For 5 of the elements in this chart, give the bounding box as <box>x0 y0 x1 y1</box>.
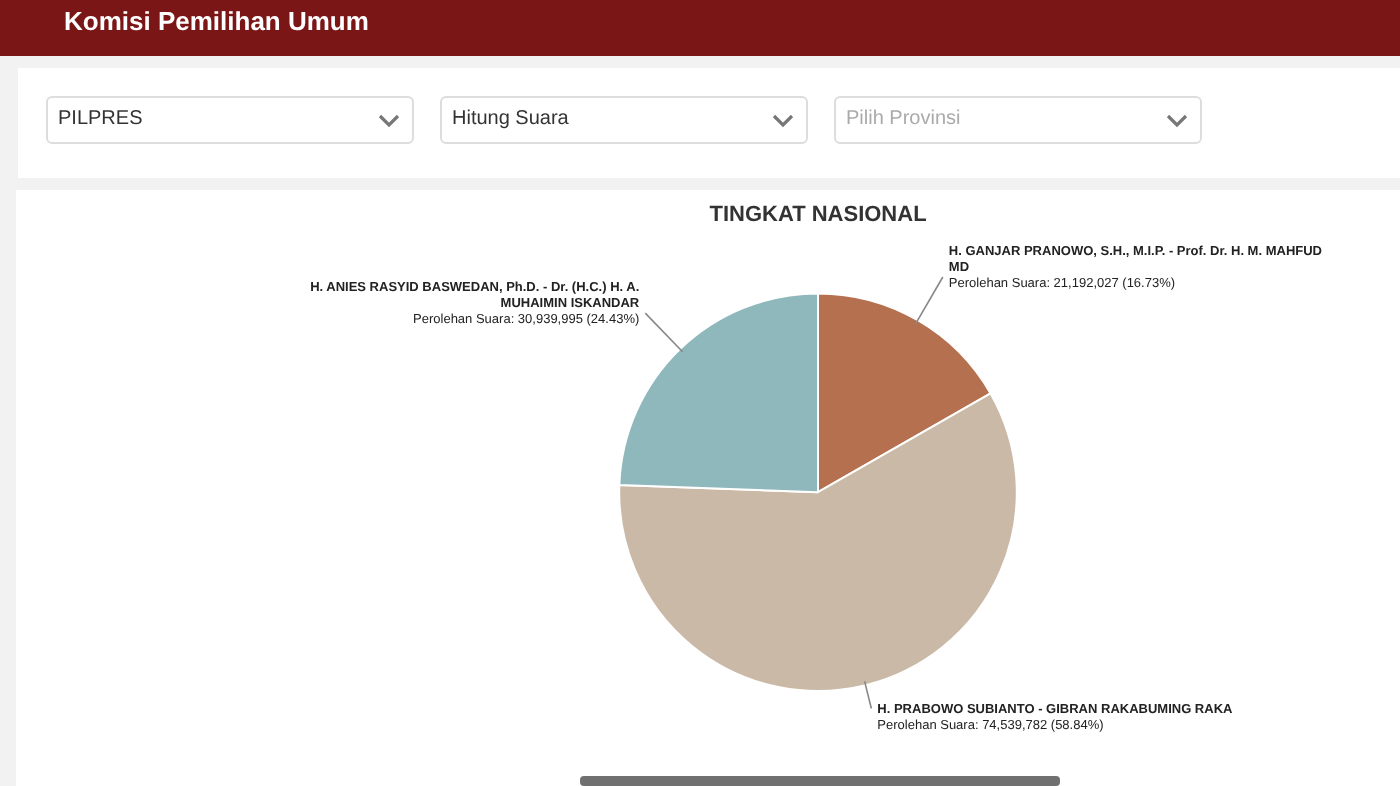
dropdown-field: Pilih Provinsi <box>834 96 1202 144</box>
dropdown-field: PILPRES <box>46 96 414 144</box>
text: Komisi Pemilihan Umum <box>64 6 369 36</box>
dropdown-field: Hitung Suara <box>440 96 808 144</box>
chart-title: TINGKAT NASIONAL <box>709 203 928 228</box>
